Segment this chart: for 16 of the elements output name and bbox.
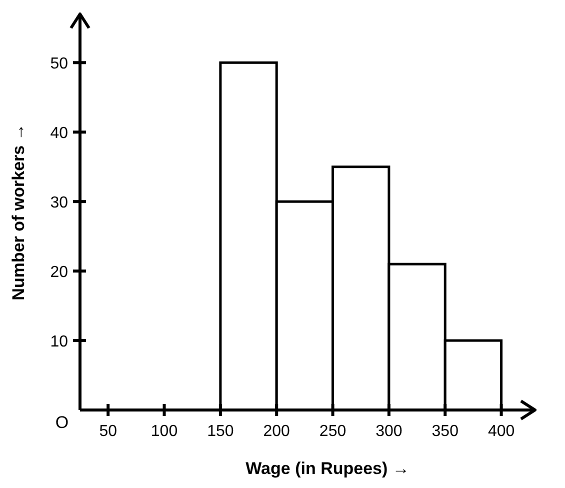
x-tick-label: 50 bbox=[99, 423, 118, 440]
x-tick-label: 200 bbox=[263, 423, 290, 440]
x-tick-label: 300 bbox=[376, 423, 402, 440]
x-tick-label: 400 bbox=[488, 423, 515, 440]
text: O bbox=[55, 413, 69, 432]
y-tick-label: 30 bbox=[50, 194, 68, 212]
x-tick-label: 100 bbox=[150, 423, 178, 440]
x-tick-label: 150 bbox=[207, 423, 234, 440]
y-tick-label: 20 bbox=[50, 264, 68, 282]
x-axis-title: Wage (in Rupees) → bbox=[246, 459, 410, 478]
y-tick-label: 10 bbox=[50, 334, 68, 351]
y-tick-label: 50 bbox=[50, 56, 68, 73]
y-tick-label: 40 bbox=[50, 125, 68, 142]
x-tick-label: 350 bbox=[432, 423, 459, 440]
x-tick-label: 250 bbox=[319, 423, 346, 440]
y-axis-title: Number of workers → bbox=[9, 124, 28, 300]
